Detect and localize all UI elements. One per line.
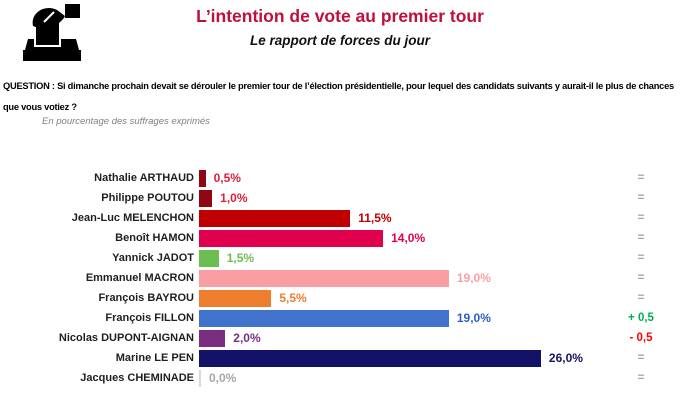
value-label: 19,0% bbox=[456, 311, 491, 325]
change-indicator: = bbox=[637, 252, 645, 264]
bar-zone: 1,0% bbox=[199, 189, 608, 207]
change-indicator: = bbox=[637, 232, 645, 244]
chart-row: Nathalie ARTHAUD 0,5% = bbox=[0, 168, 680, 188]
vote-bar bbox=[199, 289, 272, 307]
bar-zone: 2,0% bbox=[199, 329, 608, 347]
bar-zone: 19,0% bbox=[199, 309, 608, 327]
candidate-label: Jacques CHEMINADE bbox=[80, 372, 194, 384]
value-label: 14,0% bbox=[391, 231, 426, 245]
vote-bar bbox=[199, 189, 213, 207]
chart-row: Philippe POUTOU 1,0% = bbox=[0, 188, 680, 208]
value-label: 1,0% bbox=[220, 191, 248, 205]
candidate-label: François FILLON bbox=[105, 312, 194, 324]
value-label: 2,0% bbox=[233, 331, 261, 345]
change-indicator: = bbox=[637, 172, 645, 184]
value-label: 1,5% bbox=[226, 251, 255, 265]
chart-row: François FILLON 19,0% + 0,5 bbox=[0, 308, 680, 328]
page-subtitle: Le rapport de forces du jour bbox=[249, 33, 431, 48]
candidate-label: Marine LE PEN bbox=[115, 352, 194, 364]
vote-bar bbox=[199, 309, 449, 327]
vote-bar bbox=[199, 209, 351, 227]
vote-bar bbox=[199, 369, 201, 387]
chart-row: Benoît HAMON 14,0% = bbox=[0, 228, 680, 248]
candidate-label: François BAYROU bbox=[98, 292, 194, 304]
chart-unit-note: En pourcentage des suffrages exprimés bbox=[42, 116, 210, 127]
bar-zone: 0,5% bbox=[199, 169, 608, 187]
change-indicator: = bbox=[637, 372, 645, 384]
candidate-label: Emmanuel MACRON bbox=[85, 272, 194, 284]
chart-row: Jean-Luc MELENCHON 11,5% = bbox=[0, 208, 680, 228]
bar-zone: 1,5% bbox=[199, 249, 608, 267]
chart-row: Nicolas DUPONT-AIGNAN 2,0% - 0,5 bbox=[0, 328, 680, 348]
vote-bar bbox=[199, 349, 541, 367]
bar-zone: 26,0% bbox=[199, 349, 608, 367]
candidate-label: Yannick JADOT bbox=[112, 252, 194, 264]
chart-row: Marine LE PEN 26,0% = bbox=[0, 348, 680, 368]
vote-bar bbox=[199, 229, 384, 247]
change-indicator: = bbox=[637, 352, 645, 364]
bar-zone: 14,0% bbox=[199, 229, 608, 247]
vote-bar bbox=[199, 329, 226, 347]
candidate-label: Benoît HAMON bbox=[115, 232, 194, 244]
ballot-box-icon bbox=[20, 3, 84, 70]
change-indicator: = bbox=[637, 192, 645, 204]
value-label: 11,5% bbox=[358, 211, 392, 225]
page-title: L’intention de vote au premier tour bbox=[196, 6, 484, 26]
candidate-label: Philippe POUTOU bbox=[101, 192, 194, 204]
value-label: 0,5% bbox=[213, 171, 241, 185]
bar-zone: 11,5% bbox=[199, 209, 608, 227]
candidate-label: Nicolas DUPONT-AIGNAN bbox=[58, 332, 194, 344]
bar-zone: 19,0% bbox=[199, 269, 608, 287]
vote-bar bbox=[199, 169, 206, 187]
candidate-label: Jean-Luc MELENCHON bbox=[71, 212, 194, 224]
value-label: 26,0% bbox=[548, 351, 583, 365]
change-indicator: = bbox=[637, 272, 645, 284]
change-indicator: = bbox=[637, 292, 645, 304]
vote-bar bbox=[199, 269, 449, 287]
chart-row: Emmanuel MACRON 19,0% = bbox=[0, 268, 680, 288]
chart-rows: Nathalie ARTHAUD 0,5% = Philippe POUTOU … bbox=[0, 168, 680, 388]
question-text: QUESTION : Si dimanche prochain devait s… bbox=[3, 76, 680, 118]
chart-row: Jacques CHEMINADE 0,0% = bbox=[0, 368, 680, 388]
candidate-label: Nathalie ARTHAUD bbox=[94, 172, 194, 184]
question-line-1: QUESTION : Si dimanche prochain devait s… bbox=[3, 81, 674, 91]
change-indicator: - 0,5 bbox=[629, 332, 653, 344]
bar-zone: 5,5% bbox=[199, 289, 608, 307]
chart-row: François BAYROU 5,5% = bbox=[0, 288, 680, 308]
change-indicator: = bbox=[637, 212, 645, 224]
value-label: 0,0% bbox=[209, 371, 237, 385]
value-label: 5,5% bbox=[279, 291, 307, 305]
vote-bar bbox=[199, 249, 219, 267]
change-indicator: + 0,5 bbox=[628, 312, 654, 324]
chart-row: Yannick JADOT 1,5% = bbox=[0, 248, 680, 268]
value-label: 19,0% bbox=[456, 271, 491, 285]
question-line-2: que vous votiez ? bbox=[3, 102, 77, 112]
bar-zone: 0,0% bbox=[199, 369, 608, 387]
